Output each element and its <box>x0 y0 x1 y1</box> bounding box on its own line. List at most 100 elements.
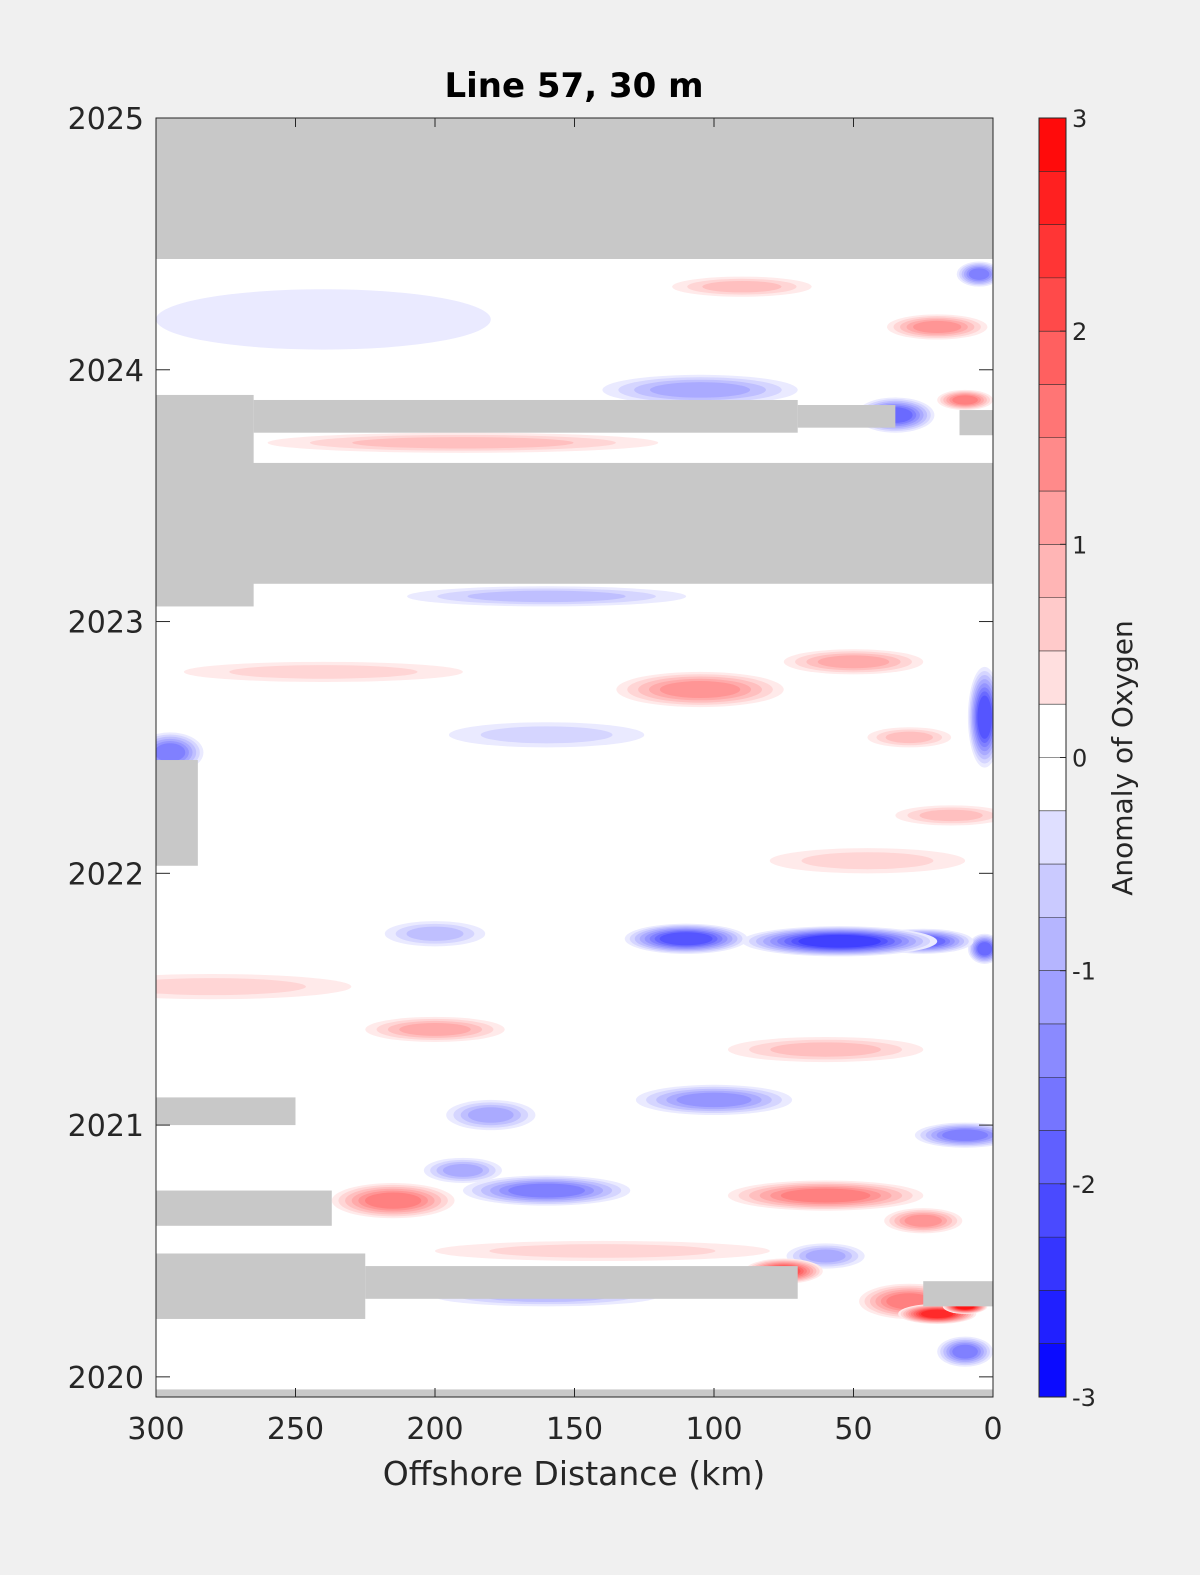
anomaly-feature <box>967 933 993 964</box>
anomaly-contour-level <box>702 280 782 293</box>
anomaly-contour-level <box>659 932 713 946</box>
anomaly-contour-level <box>406 926 464 941</box>
anomaly-feature <box>331 1182 455 1219</box>
colorbar-segment <box>1039 1077 1066 1132</box>
anomaly-feature <box>602 374 798 406</box>
missing-data-region <box>156 462 993 584</box>
colorbar-segment <box>1039 277 1066 332</box>
anomaly-contour-level <box>442 1163 483 1177</box>
anomaly-feature <box>769 848 966 874</box>
colorbar-segment <box>1039 1023 1066 1078</box>
colorbar-segment <box>1039 437 1066 492</box>
anomaly-contour-level <box>977 942 993 956</box>
y-tick-label: 2020 <box>68 1361 144 1396</box>
colorbar-segment <box>1039 544 1066 599</box>
missing-data-region <box>797 405 896 428</box>
anomaly-contour-level <box>229 665 418 679</box>
colorbar-tick-label: -2 <box>1072 1171 1096 1199</box>
missing-data-region <box>156 760 198 866</box>
anomaly-contour-level <box>659 681 741 698</box>
colorbar-segment <box>1039 810 1066 865</box>
colorbar-tick-label: 3 <box>1072 105 1087 133</box>
anomaly-feature <box>462 1175 631 1206</box>
anomaly-feature <box>183 661 463 682</box>
colorbar-segment <box>1039 1290 1066 1345</box>
anomaly-contour-level <box>952 395 978 405</box>
anomaly-feature <box>727 1036 924 1063</box>
y-tick-label: 2023 <box>68 606 144 641</box>
colorbar-segment <box>1039 1237 1066 1291</box>
anomaly-feature <box>624 923 748 954</box>
anomaly-feature <box>956 261 993 287</box>
colorbar-tick-label: 0 <box>1072 745 1087 773</box>
y-tick-label: 2021 <box>68 1109 144 1144</box>
colorbar-tick-label: 1 <box>1072 531 1087 559</box>
missing-data-region <box>365 1266 798 1299</box>
anomaly-feature <box>884 1208 963 1234</box>
colorbar: 3 2 1 0 -1 -2 -3 <box>1038 105 1096 1412</box>
colorbar-segment <box>1039 491 1066 545</box>
anomaly-contour-level <box>480 726 613 744</box>
anomaly-contour-level <box>365 1192 422 1209</box>
anomaly-feature <box>616 671 784 708</box>
missing-data-region <box>923 1281 993 1307</box>
anomaly-feature <box>967 666 993 768</box>
colorbar-segment <box>1039 1343 1066 1398</box>
colorbar-segment <box>1039 597 1066 652</box>
colorbar-segment <box>1039 917 1066 972</box>
anomaly-feature <box>867 727 952 748</box>
missing-data-region <box>156 1097 296 1126</box>
anomaly-feature <box>783 649 924 675</box>
anomaly-contour-level <box>817 655 890 669</box>
anomaly-contour-level <box>805 1249 846 1263</box>
x-tick-label: 50 <box>834 1412 872 1447</box>
colorbar-segment <box>1039 224 1066 279</box>
anomaly-contour-level <box>489 1244 716 1258</box>
anomaly-feature <box>937 1336 993 1367</box>
x-tick-label: 0 <box>983 1412 1002 1447</box>
colorbar-segment <box>1039 864 1066 918</box>
anomaly-contour-level <box>913 320 962 334</box>
anomaly-contour-level <box>352 437 574 449</box>
y-tick-label: 2022 <box>68 857 144 892</box>
anomaly-feature <box>886 314 988 340</box>
anomaly-contour-level <box>952 1344 978 1359</box>
colorbar-segment <box>1039 970 1066 1025</box>
anomaly-feature <box>448 722 645 748</box>
colorbar-segment <box>1039 757 1066 812</box>
anomaly-feature <box>727 1180 924 1211</box>
x-tick-label: 250 <box>267 1412 324 1447</box>
y-tick-label: 2025 <box>68 102 144 137</box>
x-tick-label: 200 <box>406 1412 463 1447</box>
anomaly-feature <box>384 921 486 947</box>
anomaly-contour-level <box>977 695 992 739</box>
anomaly-feature <box>156 974 352 1000</box>
missing-data-region <box>156 118 993 259</box>
anomaly-contour-level <box>676 1092 752 1108</box>
colorbar-segment <box>1039 118 1066 172</box>
anomaly-feature <box>365 1016 505 1043</box>
anomaly-contour-level <box>904 1214 942 1227</box>
chart-title: Line 57, 30 m <box>444 66 703 106</box>
anomaly-contour-level <box>770 1042 881 1057</box>
anomaly-feature <box>435 1240 770 1262</box>
colorbar-segment <box>1039 331 1066 385</box>
colorbar-segment <box>1039 1183 1066 1238</box>
x-axis: 300 250 200 150 100 50 0 <box>127 118 1003 1447</box>
colorbar-segment <box>1039 384 1066 439</box>
missing-data-region <box>959 410 993 436</box>
anomaly-contour-level <box>780 1188 871 1203</box>
x-tick-label: 100 <box>685 1412 742 1447</box>
anomaly-contour-level <box>801 852 934 870</box>
anomaly-contour-level <box>650 382 751 398</box>
missing-data-region <box>156 1253 366 1319</box>
anomaly-feature <box>937 389 993 411</box>
anomaly-feature <box>267 432 659 453</box>
colorbar-segment <box>1039 650 1066 705</box>
x-tick-label: 150 <box>546 1412 603 1447</box>
missing-data-region <box>156 394 254 607</box>
anomaly-contour-level <box>920 1309 954 1319</box>
colorbar-tick-label: -1 <box>1072 958 1096 986</box>
colorbar-segment <box>1039 1130 1066 1185</box>
